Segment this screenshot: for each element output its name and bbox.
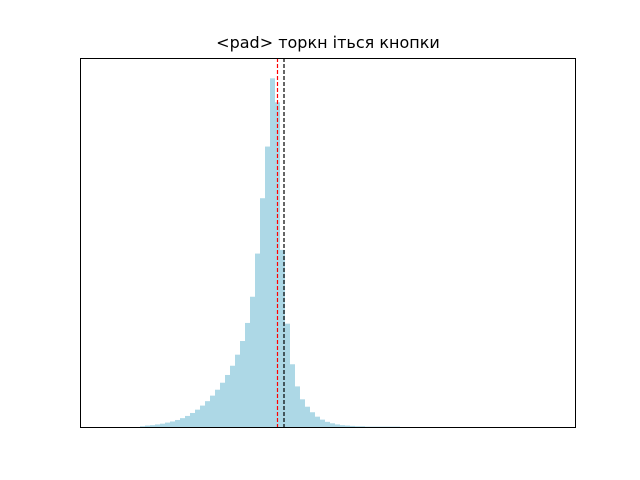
histogram-bar: [180, 418, 185, 427]
histogram-bar: [260, 198, 265, 427]
histogram-bar: [210, 395, 215, 427]
histogram-bar: [220, 382, 225, 427]
histogram-bar: [145, 425, 150, 427]
histogram-bar: [150, 425, 155, 427]
histogram-bar: [240, 341, 245, 427]
histogram-bar: [230, 365, 235, 427]
histogram-bar: [175, 419, 180, 427]
histogram-bar: [185, 415, 190, 427]
histogram-bar: [165, 422, 170, 427]
chart-title: <pad> торкн іться кнопки: [216, 33, 440, 52]
reference-lines: [276, 58, 285, 427]
histogram-bar: [345, 425, 350, 427]
histogram-bar: [215, 389, 220, 427]
histogram-bar: [170, 421, 175, 427]
histogram-bar: [225, 374, 230, 427]
histogram-bar: [250, 296, 255, 427]
histogram-bar: [200, 405, 205, 427]
histogram-bar: [305, 406, 310, 427]
histogram-bar: [330, 423, 335, 427]
plot-frame: [80, 58, 576, 428]
histogram-bar: [295, 386, 300, 427]
histogram-bar: [140, 426, 145, 427]
histogram-bar: [285, 323, 290, 427]
histogram-bar: [350, 425, 355, 427]
histogram-bar: [155, 424, 160, 427]
histogram-bar: [195, 409, 200, 427]
histogram-bar: [245, 322, 250, 427]
histogram-bar: [320, 419, 325, 427]
histogram-bar: [355, 426, 360, 427]
histogram-bar: [190, 412, 195, 427]
histogram-bar: [235, 354, 240, 427]
histogram-bar: [265, 146, 270, 427]
histogram-bar: [270, 78, 275, 428]
histogram-bar: [310, 412, 315, 427]
histogram-bar: [255, 253, 260, 427]
histogram-bar: [205, 401, 210, 427]
histogram-bar: [160, 423, 165, 427]
histogram-bar: [360, 426, 365, 427]
histogram-bar: [335, 424, 340, 427]
histogram-bar: [315, 416, 320, 427]
histogram-bar: [280, 249, 285, 427]
histogram-bar: [340, 425, 345, 427]
histogram-bar: [290, 364, 295, 427]
histogram-bars: [140, 78, 400, 428]
histogram-bar: [325, 421, 330, 427]
histogram-bar: [300, 399, 305, 427]
